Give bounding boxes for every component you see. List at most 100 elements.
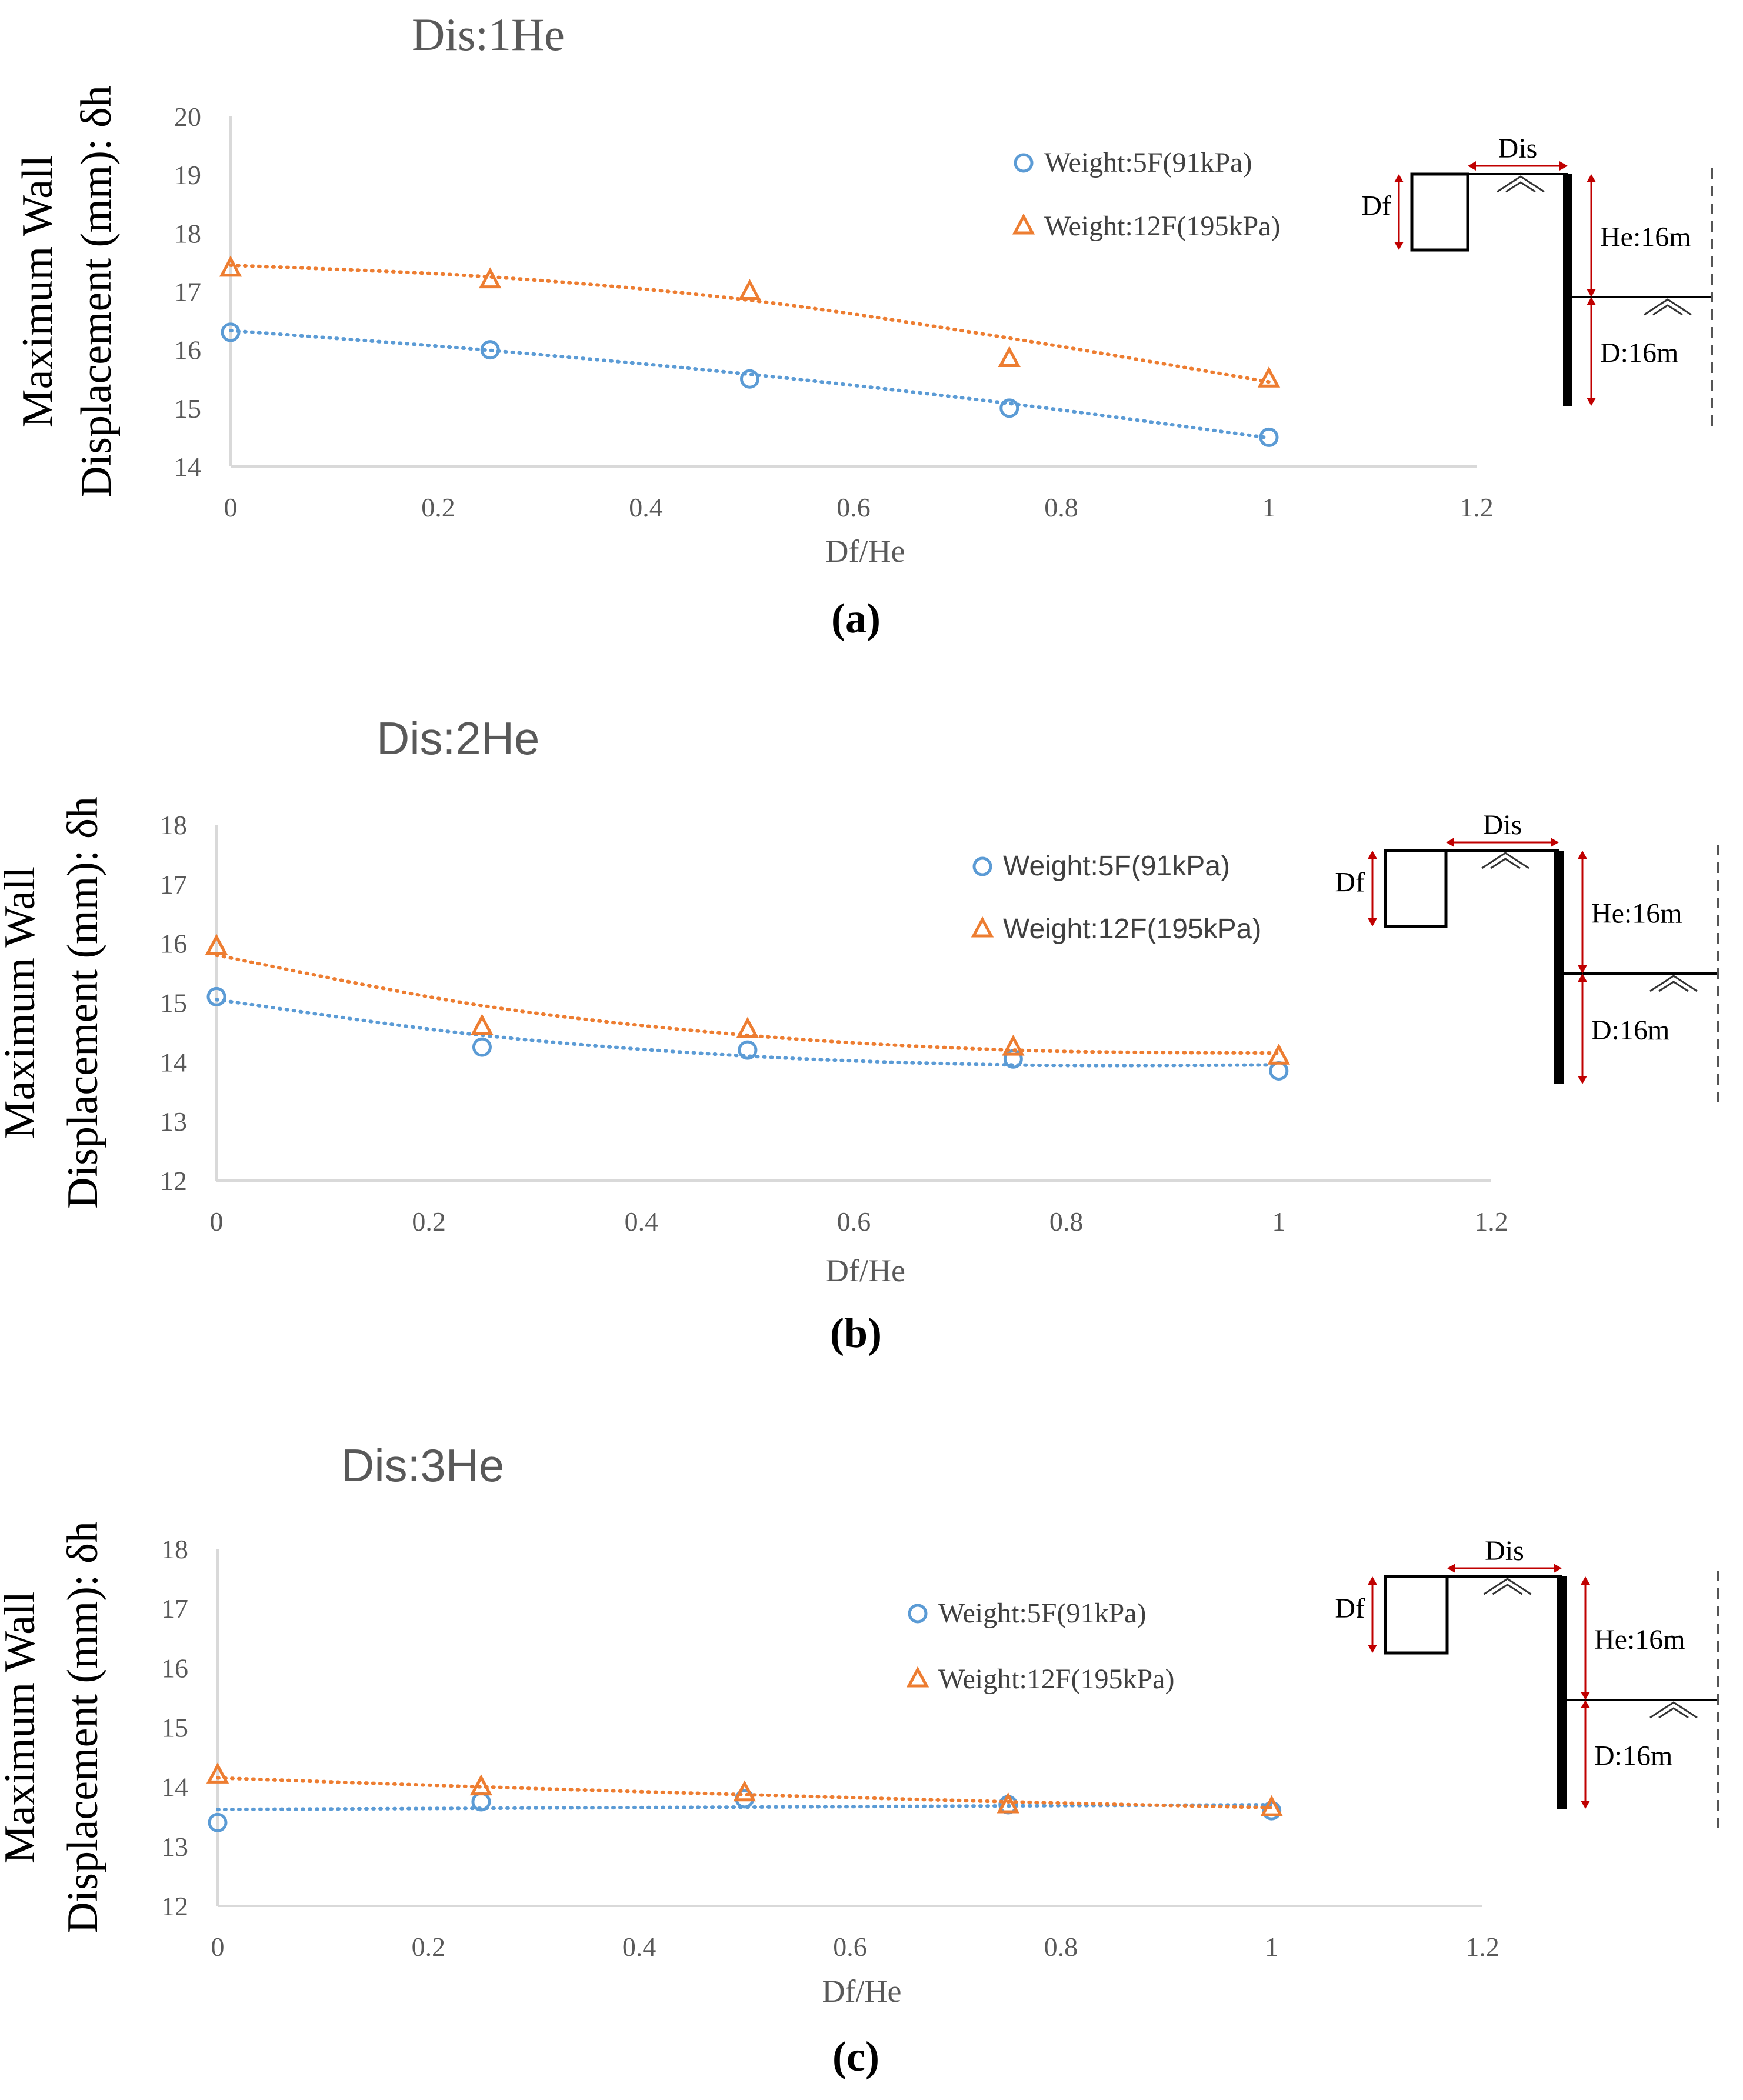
y-tick-label: 13 [160,1106,187,1136]
d-label: D:16m [1594,1741,1672,1772]
legend-label: Weight:5F(91kPa) [1003,851,1230,882]
y-tick-label: 15 [174,394,201,424]
arrow-head [1578,974,1587,982]
data-point [206,986,226,1006]
ground-mark-icon [1652,304,1683,316]
legend-marker-circle [1014,153,1034,173]
series-2 [206,1762,1283,1816]
series-2 [205,934,1291,1065]
panel-caption: (a) [831,595,881,642]
schematic-diagram: Dis Df He:16m D:16m [1361,133,1713,429]
data-point [206,1762,229,1784]
data-point [205,934,228,955]
dis-label: Dis [1498,133,1538,164]
y-tick-label: 18 [174,218,201,248]
chart-title: Dis:3He [341,1439,504,1491]
x-tick-label: 1 [1272,1206,1285,1236]
y-axis-label-line1: Maximum Wall [0,866,44,1139]
data-point [479,267,502,289]
arrow-head [1394,174,1404,182]
he-label: He:16m [1591,898,1682,929]
d-label: D:16m [1591,1015,1669,1046]
y-tick-label: 20 [174,102,201,132]
ground-mark-icon [1505,181,1536,193]
y-tick-label: 17 [174,277,201,307]
data-point [999,398,1019,418]
retaining-wall [1563,174,1572,406]
legend: Weight:5F(91kPa) Weight:12F(195kPa) [1012,147,1280,242]
building-footing [1384,849,1448,928]
arrow-head [1578,965,1587,974]
data-point [1259,427,1279,447]
x-tick-label: 0.2 [421,492,455,522]
legend-marker-circle [908,1604,928,1624]
data-point [998,346,1021,368]
chart-title: Dis:1He [412,9,565,60]
data-point [471,1014,494,1035]
series-1 [208,1789,1282,1832]
retaining-wall [1557,1576,1567,1809]
schematic-diagram: Dis Df He:16m D:16m [1335,1535,1719,1832]
panel-caption: (b) [830,1309,882,1356]
x-tick-label: 0 [211,1932,225,1962]
dis-label: Dis [1485,1535,1524,1566]
he-label: He:16m [1600,222,1691,253]
data-point [1260,1795,1283,1816]
x-tick-label: 0.4 [622,1932,656,1962]
y-axis-label-line2: Displacement (mm): δh [72,85,121,498]
x-tick-label: 0.8 [1049,1206,1084,1236]
legend-label: Weight:12F(195kPa) [1044,211,1280,242]
series-1 [221,322,1279,447]
arrow-head [1581,1576,1590,1585]
x-tick-label: 0.8 [1044,492,1078,522]
y-tick-label: 16 [161,1653,188,1683]
building-footing [1384,1575,1449,1655]
legend-label: Weight:12F(195kPa) [938,1664,1174,1695]
series-2 [219,255,1281,388]
arrow-head [1578,1076,1587,1084]
chart-title: Dis:2He [376,712,539,764]
x-tick-label: 0 [210,1206,224,1236]
chart-panel-2: Dis:2He 12 13 14 15 16 17 18 0 0.2 0.4 0.6 0.8 1 1.2 Df… [0,712,1719,1356]
he-label: He:16m [1594,1624,1685,1655]
y-tick-label: 15 [161,1713,188,1743]
arrow-head [1559,161,1568,171]
legend-marker-circle [972,856,992,876]
legend: Weight:5F(91kPa) Weight:12F(195kPa) [906,1598,1174,1695]
arrow-head [1587,297,1596,305]
y-tick-label: 17 [161,1594,188,1624]
arrow-head [1587,398,1596,406]
x-tick-label: 0.2 [412,1206,446,1236]
y-axis-label-line1: Maximum Wall [0,1591,44,1864]
dis-label: Dis [1483,809,1522,841]
retaining-wall [1554,851,1564,1084]
ground-mark-icon [1483,1578,1532,1595]
x-tick-label: 0.2 [412,1932,446,1962]
x-axis-label: Df/He [826,1253,905,1288]
arrow-head [1578,851,1587,859]
y-tick-label: 18 [160,810,187,840]
legend-label: Weight:12F(195kPa) [1003,914,1261,945]
arrow-head [1581,1801,1590,1809]
ground-mark-icon [1658,981,1689,992]
x-axis-label: Df/He [822,1974,902,2009]
ground-mark-icon [1492,1584,1523,1595]
arrow-head [1468,161,1476,171]
data-point [740,369,759,389]
x-tick-label: 1.2 [1459,492,1494,522]
data-point [480,340,500,360]
arrow-head [1394,242,1404,250]
ground-mark-icon [1481,852,1529,869]
data-point [1267,1043,1291,1065]
data-point [733,1780,756,1802]
x-tick-label: 0.6 [833,1932,867,1962]
df-label: Df [1335,1593,1365,1624]
data-point [1002,1034,1025,1056]
x-tick-label: 0.6 [837,1206,871,1236]
y-tick-label: 14 [160,1047,187,1077]
y-tick-label: 18 [161,1534,188,1564]
trendline [229,263,1271,384]
trendline [215,953,1281,1055]
arrow-head [1368,1645,1377,1653]
data-point [1257,366,1281,388]
